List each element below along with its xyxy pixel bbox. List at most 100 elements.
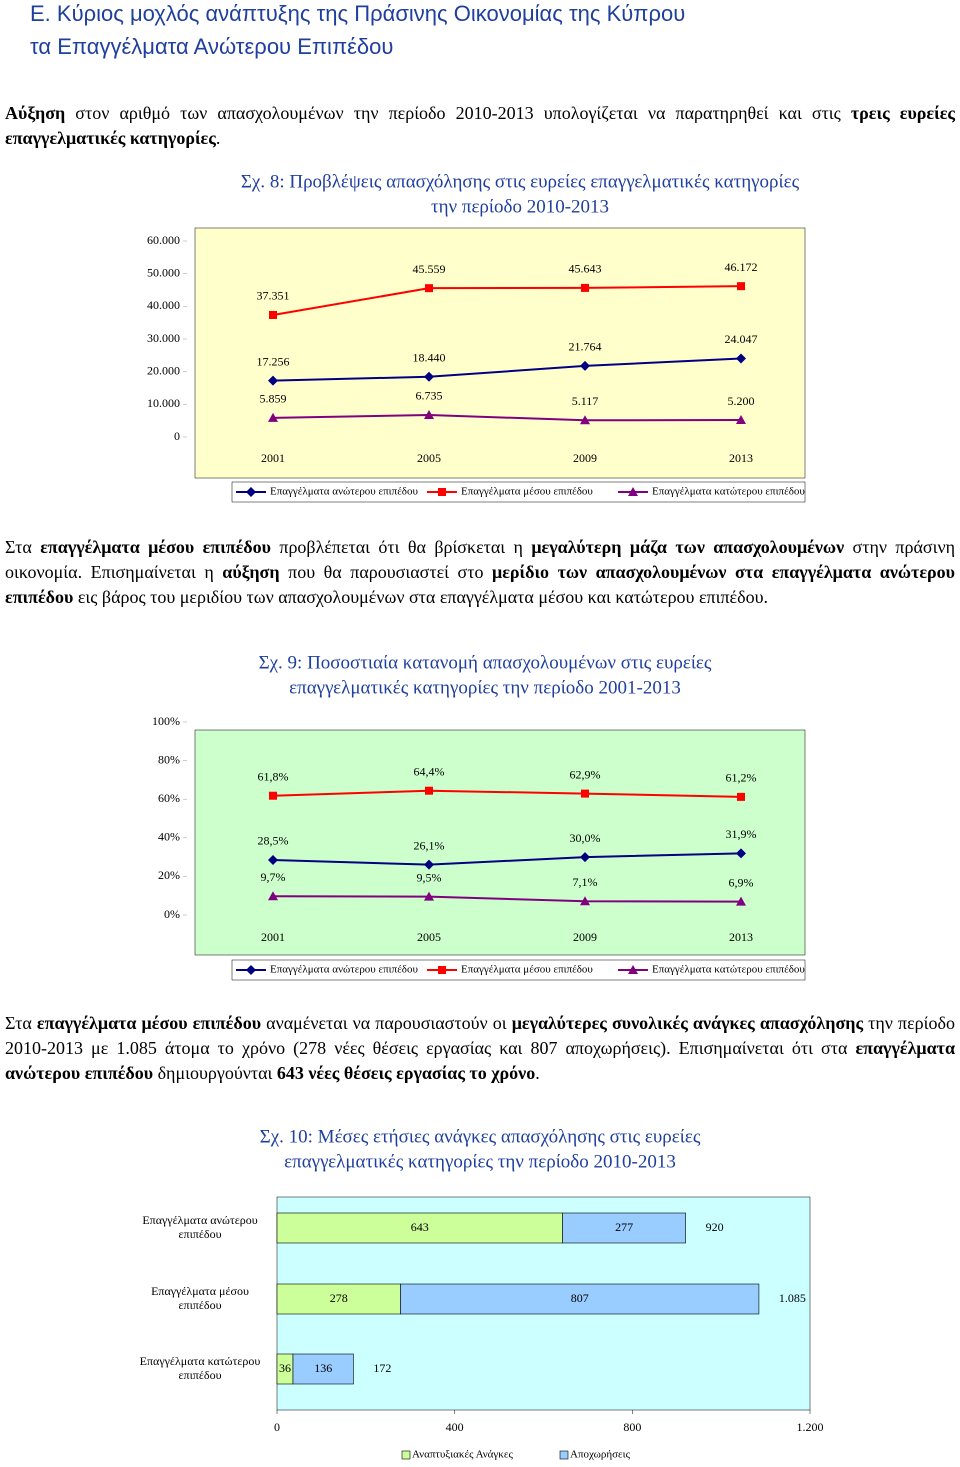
marker [581,789,589,798]
text-run: μερίδιο των απασχολουμένων στα επαγγέλμα… [5,562,956,607]
marker [268,891,278,901]
marker [736,353,746,364]
value-label: 6.735 [416,389,443,403]
text-run: στην πράσινη οικονομία. Επισημαίνεται η [5,537,955,582]
marker [268,412,278,422]
bar-segment [400,1283,760,1315]
text-run: επαγγέλματα μέσου επιπέδου [36,1013,262,1033]
value-label: 45.559 [413,262,446,276]
y-tick-label: 40% [158,830,180,844]
marker [268,854,278,865]
series-line [272,852,742,866]
bar-segment [276,1212,563,1244]
chart-title: Σχ. 10: Μέσες ετήσιες ανάγκες απασχόληση… [260,1126,701,1147]
x-tick-label: 2009 [573,930,597,944]
plot-background [194,227,806,479]
text-run: δημιουργούνται [153,1063,277,1083]
y-tick-label: 30.000 [147,331,180,345]
text-run: επαγγέλματα ανώτερου επιπέδου [5,1038,955,1083]
marker [424,371,434,382]
value-label: 5.117 [572,394,599,408]
y-tick-label: 40.000 [147,298,180,312]
text-run: αύξηση [222,562,280,582]
text-run: μεγαλύτερη μάζα των απασχολουμένων [531,537,845,557]
legend-box [231,481,806,503]
text-run: Στα [5,1013,37,1033]
chart-title: επαγγελματικές κατηγορίες την περίοδο 20… [284,1151,676,1172]
marker [246,965,256,975]
x-tick-label: 2009 [573,451,597,465]
total-label: 920 [706,1220,724,1234]
y-tick-label: 50.000 [147,265,180,279]
value-label: 61,8% [258,769,289,783]
marker [438,488,446,496]
value-label: 277 [615,1220,633,1234]
marker [628,965,638,974]
x-tick-label: 2005 [417,451,441,465]
paragraph: Αύξηση στον αριθμό των απασχολουμένων τη… [5,101,955,151]
value-label: 26,1% [414,838,445,852]
value-label: 9,7% [261,870,286,884]
series-line [272,895,742,903]
marker [737,282,745,291]
value-label: 643 [411,1220,429,1234]
total-label: 1.085 [779,1291,806,1305]
marker [246,487,256,497]
series-line [272,413,742,422]
legend-label: Επαγγέλματα μέσου επιπέδου [461,964,593,976]
legend-label: Επαγγέλματα μέσου επιπέδου [461,486,593,498]
y-tick-label: 20.000 [147,363,180,377]
bar-segment [562,1212,686,1244]
x-tick-label: 0 [274,1420,280,1434]
value-label: 64,4% [414,764,445,778]
x-tick-label: 400 [446,1420,464,1434]
total-label: 172 [373,1361,391,1375]
marker [269,310,277,319]
y-tick-label: 60% [158,791,180,805]
legend-label: Επαγγέλματα κατώτερου επιπέδου [652,486,805,498]
y-tick-label: 100% [152,714,180,728]
y-tick-label: 0% [164,907,180,921]
marker [580,852,590,863]
text-run: την περίοδο 2010-2013 με 1.085 άτομα το … [5,1013,955,1058]
text-run: μεγαλύτερες συνολικές ανάγκες απασχόληση… [511,1013,864,1033]
chart-title: την περίοδο 2010-2013 [431,196,609,217]
legend-label: Επαγγέλματα ανώτερου επιπέδου [270,964,418,976]
value-label: 45.643 [569,262,602,276]
x-tick-label: 800 [623,1420,641,1434]
marker [737,792,745,801]
value-label: 31,9% [726,827,757,841]
paragraph: Στα επαγγέλματα μέσου επιπέδου προβλέπετ… [5,535,955,610]
x-tick-label: 2013 [729,930,753,944]
legend-label: Αποχωρήσεις [570,1449,631,1461]
value-label: 7,1% [573,875,598,889]
text-run: τρεις ευρείες επαγγελματικές κατηγορίες [5,103,955,148]
text-run: στον αριθμό των απασχολουμένων την περίο… [65,103,851,123]
text-run: Στα [5,537,41,557]
marker [580,896,590,906]
x-tick-label: 2013 [729,451,753,465]
y-tick-label: 60.000 [147,233,180,247]
legend-swatch [559,1450,569,1460]
text-run: προβλέπεται ότι θα βρίσκεται η [270,537,532,557]
value-label: 61,2% [726,771,757,785]
marker [580,415,590,425]
value-label: 62,9% [570,767,601,781]
value-label: 28,5% [258,834,289,848]
y-tick-label: 0 [174,429,180,443]
marker [628,487,638,496]
x-tick-label: 1.200 [797,1420,824,1434]
plot-background [194,729,806,956]
value-label: 278 [330,1291,348,1305]
y-tick-label: 10.000 [147,396,180,410]
value-label: 6,9% [729,875,754,889]
marker [581,283,589,292]
text-run: . [215,128,221,148]
marker [736,896,746,906]
marker [268,375,278,386]
text-run: αναμένεται να παρουσιαστούν οι [261,1013,512,1033]
x-tick-label: 2001 [261,451,285,465]
bar-segment [292,1353,354,1385]
value-label: 17.256 [257,354,290,368]
